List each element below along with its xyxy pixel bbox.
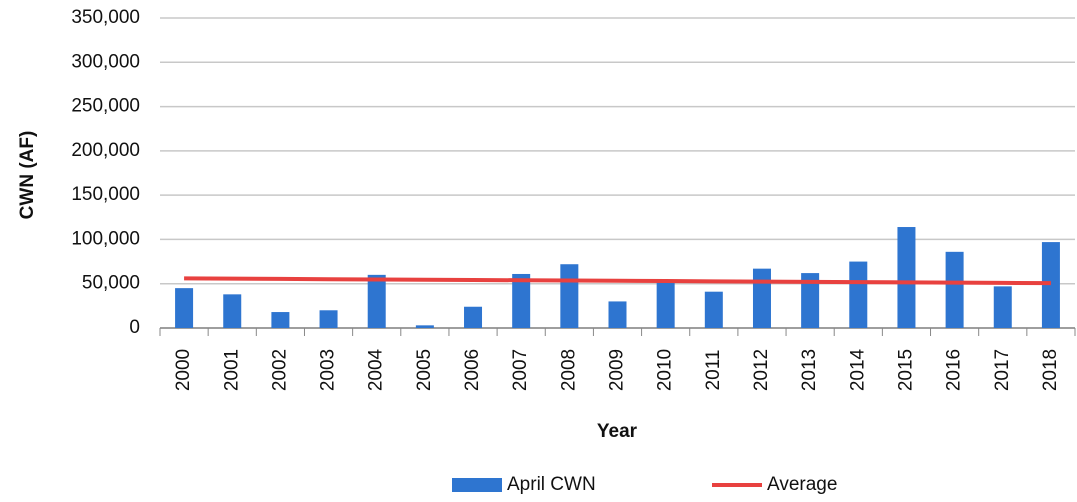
x-tick-label: 2001 bbox=[221, 349, 242, 391]
x-axis-label: Year bbox=[597, 421, 638, 442]
bar bbox=[415, 325, 434, 328]
x-tick-label: 2015 bbox=[895, 349, 916, 391]
x-tick-label: 2014 bbox=[847, 348, 868, 391]
x-tick-label: 2002 bbox=[269, 349, 290, 391]
bar bbox=[560, 264, 579, 328]
bar bbox=[223, 294, 242, 328]
bar bbox=[849, 261, 868, 328]
bar bbox=[993, 286, 1012, 328]
bar bbox=[656, 281, 675, 328]
legend-swatch bbox=[452, 478, 502, 492]
bar bbox=[801, 273, 820, 328]
x-tick-label: 2000 bbox=[173, 349, 194, 391]
x-tick-label: 2013 bbox=[799, 349, 820, 391]
bar bbox=[175, 288, 194, 328]
bar bbox=[945, 251, 964, 328]
x-tick-label: 2007 bbox=[510, 349, 531, 391]
average-line bbox=[184, 276, 1051, 286]
bar bbox=[704, 291, 723, 328]
x-tick-label: 2004 bbox=[366, 348, 387, 391]
bar bbox=[897, 227, 916, 328]
x-tick-label: 2009 bbox=[607, 349, 628, 391]
y-tick-label: 150,000 bbox=[71, 184, 140, 205]
y-tick-label: 0 bbox=[129, 317, 140, 338]
y-tick-label: 250,000 bbox=[71, 96, 140, 117]
bar bbox=[271, 312, 290, 328]
bar bbox=[512, 273, 531, 328]
legend-label: Average bbox=[767, 474, 837, 495]
x-tick-label: 2017 bbox=[992, 349, 1013, 391]
x-tick-label: 2018 bbox=[1040, 349, 1061, 391]
bar bbox=[608, 301, 627, 328]
x-tick-label: 2012 bbox=[751, 349, 772, 391]
x-tick-label: 2008 bbox=[558, 349, 579, 391]
x-tick-label: 2006 bbox=[462, 349, 483, 391]
bar bbox=[319, 310, 338, 328]
x-tick-label: 2016 bbox=[944, 349, 965, 391]
bar bbox=[367, 274, 386, 328]
bar bbox=[464, 306, 483, 328]
legend-label: April CWN bbox=[507, 474, 596, 495]
y-tick-label: 300,000 bbox=[71, 51, 140, 72]
x-tick-label: 2011 bbox=[703, 350, 724, 391]
x-tick-label: 2003 bbox=[318, 349, 339, 391]
y-axis-label: CWN (AF) bbox=[17, 131, 38, 220]
y-tick-label: 50,000 bbox=[82, 273, 140, 294]
y-tick-label: 200,000 bbox=[71, 140, 140, 161]
bar bbox=[752, 268, 771, 328]
y-tick-label: 350,000 bbox=[71, 7, 140, 28]
x-tick-label: 2010 bbox=[655, 349, 676, 391]
bar bbox=[1041, 242, 1060, 328]
x-tick-label: 2005 bbox=[414, 349, 435, 391]
y-tick-label: 100,000 bbox=[71, 228, 140, 249]
